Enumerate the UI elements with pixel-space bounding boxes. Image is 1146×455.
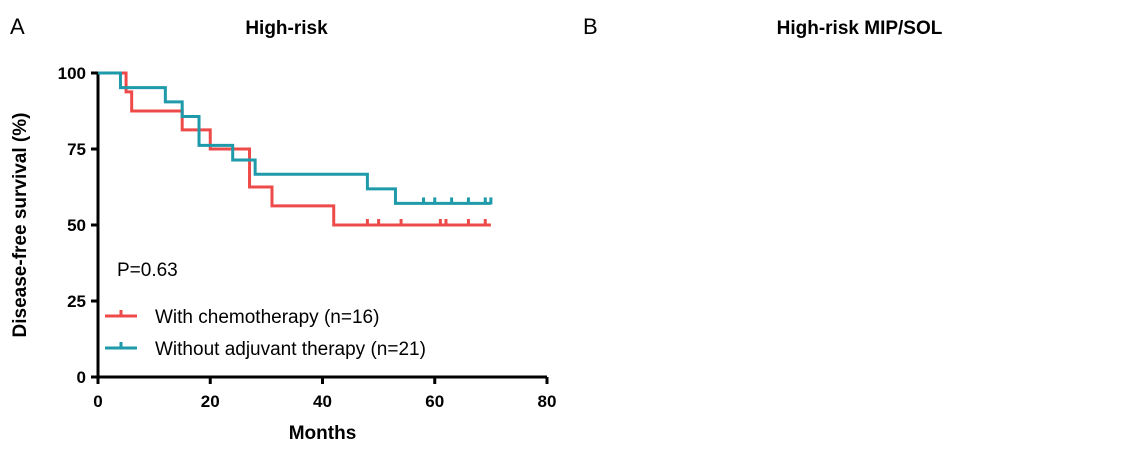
y-tick-label: 75 xyxy=(67,140,86,159)
x-axis-title: Months xyxy=(289,423,357,444)
x-tick-label: 60 xyxy=(425,392,444,411)
p-value-annotation: P=0.63 xyxy=(117,260,178,281)
x-tick-label: 0 xyxy=(93,392,102,411)
x-tick-label: 40 xyxy=(313,392,332,411)
y-tick-label: 0 xyxy=(77,368,86,387)
chart-a: 0 25 50 75 100 0 20 40 60 80 Months Disease-free su… xyxy=(10,64,557,444)
survival-line-0 xyxy=(98,71,491,227)
survival-line-1 xyxy=(98,71,491,205)
x-tick-label: 20 xyxy=(201,392,220,411)
chart-title-a: High-risk xyxy=(245,18,328,39)
panel-letter-a: A xyxy=(10,14,25,39)
y-tick-label: 100 xyxy=(58,64,86,83)
panel-letter-b: B xyxy=(583,14,598,39)
legend-label-1: Without adjuvant therapy (n=21) xyxy=(155,339,426,360)
y-axis-title: Disease-free survival (%) xyxy=(10,113,31,338)
x-tick-label: 80 xyxy=(538,392,557,411)
y-tick-label: 25 xyxy=(67,292,86,311)
y-tick-label: 50 xyxy=(67,216,86,235)
legend-label-0: With chemotherapy (n=16) xyxy=(155,307,379,328)
panel-b: B High-risk MIP/SOL 0255075100020406080M… xyxy=(573,0,1146,455)
panel-a: A High-risk 0 25 50 75 100 0 20 40 60 80 Months Dis… xyxy=(10,14,557,444)
chart-title-b: High-risk MIP/SOL xyxy=(776,18,943,39)
